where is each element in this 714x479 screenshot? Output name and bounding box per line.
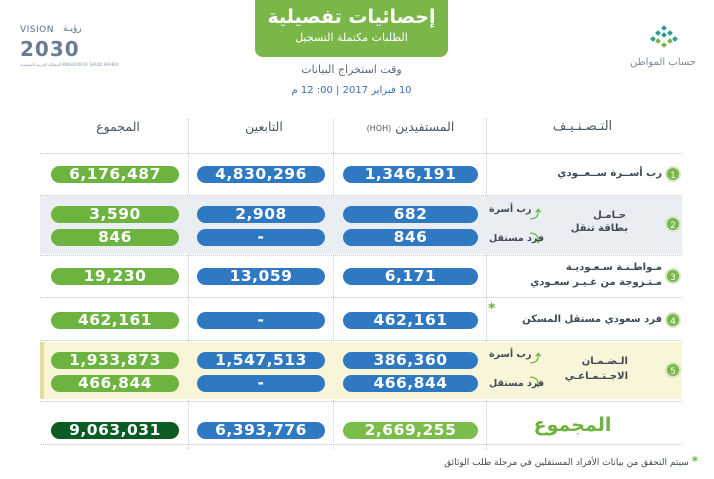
brand-name: حساب المواطن [630, 57, 696, 68]
row-separator [40, 401, 682, 402]
column-header-classification: التـصـنـيـف [552, 119, 613, 134]
footnote-text: سيتم التحقق من بيانات الأفراد المستقلين … [444, 458, 689, 468]
citizen-account-logo: حساب المواطن [624, 24, 702, 74]
row-label-line2: مـتـزوجة من غـيـر سعـودي [530, 277, 662, 288]
column-header-dependents: التابعين [245, 119, 283, 134]
beneficiaries-value: 466,844 [343, 375, 478, 392]
grand-total-label: المجموع [533, 414, 612, 436]
vision-caption: المملكة العربية السعودية KINGDOM OF SAUD… [20, 62, 119, 67]
column-divider [333, 119, 334, 449]
beneficiaries-value: 1,346,191 [343, 166, 478, 183]
total-value: 462,161 [51, 312, 179, 329]
vision-word: VISION [20, 25, 54, 35]
dependents-value: 13,059 [197, 268, 325, 285]
row-separator [40, 297, 682, 298]
total-value: 1,933,873 [51, 352, 179, 369]
dependents-value: - [197, 375, 325, 392]
row-label: فرد سعودي مستقل المسكن [522, 314, 662, 325]
sub-label-independent: فرد مستقل [489, 233, 545, 244]
arrow-icon: ⤴ [530, 352, 541, 365]
sub-label-independent: فرد مستقل [489, 378, 545, 389]
total-value: 3,590 [51, 206, 179, 223]
hoh-label: (HOH) [366, 124, 392, 133]
row-number-badge: 5 [665, 362, 681, 378]
vision-year: 2030 [20, 37, 80, 61]
footnote: * سيتم التحقق من بيانات الأفراد المستقلي… [258, 454, 698, 468]
row-separator [40, 255, 682, 256]
row-label-line2: الاجـتـمـاعـي [564, 371, 628, 382]
row-label-line2: بطاقة تنقل [570, 223, 628, 234]
page-title: إحصائيات تفصيلية [267, 6, 436, 28]
beneficiaries-label: المستفيدين [395, 119, 455, 134]
dependents-value: 1,547,513 [197, 352, 325, 369]
dependents-value: - [197, 312, 325, 329]
beneficiaries-value: 846 [343, 229, 478, 246]
row-separator [40, 153, 682, 154]
row-separator [40, 195, 682, 196]
arrow-icon: ⤵ [530, 232, 541, 245]
grand-total-value: 9,063,031 [51, 422, 179, 439]
arrow-icon: ⤵ [530, 376, 541, 389]
row-label: رب أســرة ســعــودي [557, 168, 662, 179]
total-value: 19,230 [51, 268, 179, 285]
total-value: 466,844 [51, 375, 179, 392]
dependents-value: 4,830,296 [197, 166, 325, 183]
sub-label-household-head: رب أسرة [489, 204, 532, 215]
page-subtitle: الطلبات مكتملة التسجيل [295, 31, 408, 44]
vision-arabic: رؤيـة [63, 24, 82, 34]
arrow-icon: ⤴ [530, 208, 541, 221]
extract-label: وقت استخراج البيانات [301, 63, 402, 76]
row-number-badge: 2 [665, 216, 681, 232]
row-label-line1: مـواطـنـة سـعـوديـة [565, 262, 662, 273]
beneficiaries-value: 682 [343, 206, 478, 223]
row-label-line1: حـامـل [593, 210, 626, 221]
column-header-beneficiaries: المستفيدين (HOH) [343, 119, 478, 134]
footnote-star-icon: * [691, 454, 698, 468]
row-separator [40, 444, 682, 445]
vision-2030-logo: VISION رؤيـة 2030 المملكة العربية السعود… [18, 24, 118, 75]
column-header-total: المجموع [96, 119, 140, 134]
sub-label-household-head: رب أسرة [489, 349, 532, 360]
total-value: 6,176,487 [51, 166, 179, 183]
extract-time: 10 فبراير 2017 | 00: 12 م [291, 85, 412, 96]
grand-total-dependents: 6,393,776 [197, 422, 325, 439]
column-divider [188, 119, 189, 449]
dependents-value: - [197, 229, 325, 246]
grand-total-beneficiaries: 2,669,255 [343, 422, 478, 439]
beneficiaries-value: 462,161 [343, 312, 478, 329]
total-value: 846 [51, 229, 179, 246]
row-number-badge: 1 [665, 166, 681, 182]
asterisk-icon: * [488, 301, 496, 317]
row-separator [40, 340, 682, 341]
column-divider [486, 119, 487, 449]
dependents-value: 2,908 [197, 206, 325, 223]
row-label-line1: الـضـمـان [581, 356, 628, 367]
beneficiaries-value: 386,360 [343, 352, 478, 369]
row-number-badge: 4 [665, 312, 681, 328]
title-banner: إحصائيات تفصيلية الطلبات مكتملة التسجيل [255, 0, 448, 57]
row-number-badge: 3 [665, 268, 681, 284]
citizen-account-icon [650, 25, 678, 48]
beneficiaries-value: 6,171 [343, 268, 478, 285]
